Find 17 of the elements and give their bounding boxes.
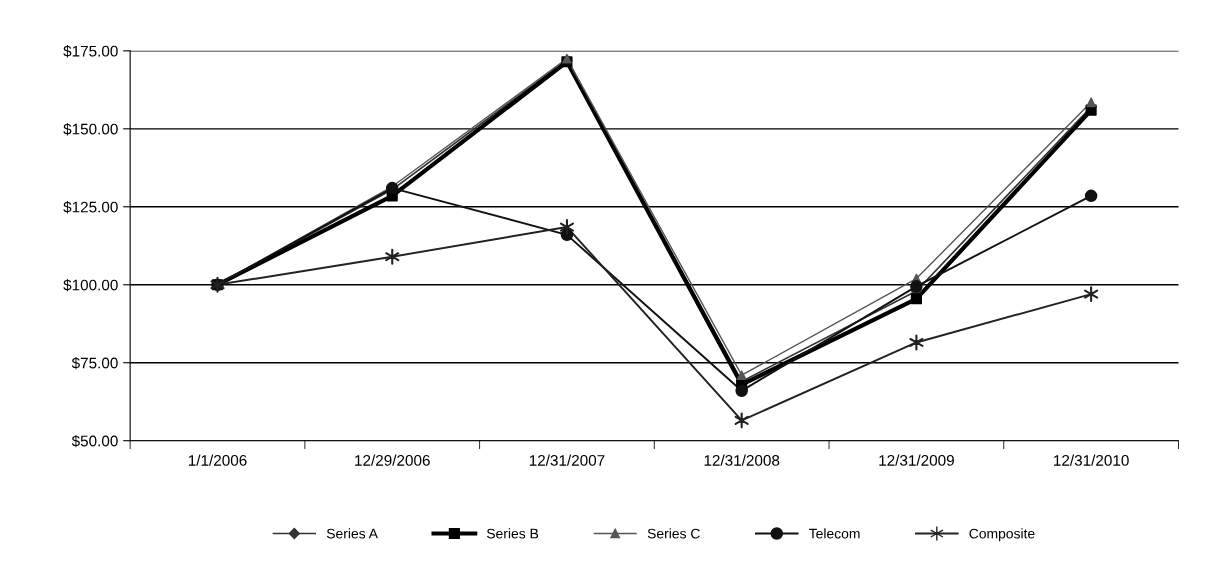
legend-label: Telecom — [809, 528, 860, 539]
y-tick-label: $125.00 — [63, 201, 118, 214]
y-tick-label: $150.00 — [63, 123, 118, 136]
y-tick-label: $175.00 — [63, 45, 118, 58]
x-tick-label: 12/31/2010 — [1054, 454, 1129, 466]
legend-label: Series C — [647, 528, 700, 539]
y-tick-label: $75.00 — [71, 356, 118, 370]
x-tick-label: 1/1/2006 — [188, 454, 247, 466]
legend-label: Series A — [326, 528, 378, 539]
legend-label: Series B — [486, 528, 539, 539]
x-tick-label: 12/31/2007 — [529, 454, 605, 466]
x-tick-label: 12/29/2006 — [355, 454, 430, 466]
x-tick-label: 12/31/2008 — [704, 454, 780, 466]
x-tick-label: 12/31/2009 — [879, 454, 954, 466]
y-tick-label: $50.00 — [71, 434, 118, 448]
legend-label: Composite — [969, 528, 1035, 542]
y-tick-label: $100.00 — [63, 278, 118, 292]
